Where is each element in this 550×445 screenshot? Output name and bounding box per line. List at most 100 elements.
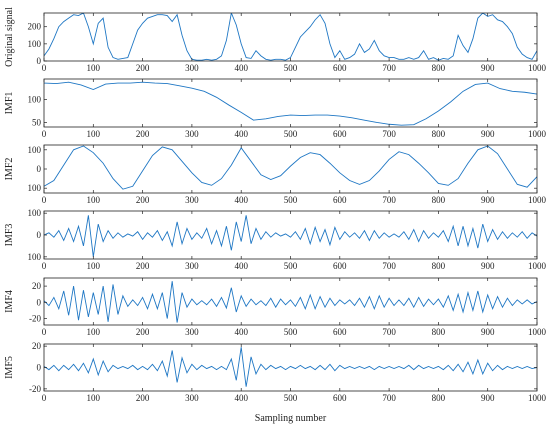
x-tick-label: 400 (234, 129, 248, 139)
x-tick-label: 400 (234, 393, 248, 403)
panel-1: 0 100 200 300 400 500 600 700 800 900 1000 0 100 200 O… (4, 7, 547, 73)
x-tick-label: 800 (432, 63, 446, 73)
series-line-5-1 (44, 281, 537, 322)
x-tick-label: 200 (136, 393, 150, 403)
x-tick-label: 100 (87, 261, 101, 271)
x-tick-label: 0 (42, 129, 47, 139)
panel-3: 0 100 200 300 400 500 600 700 800 900 10001000100I… (4, 145, 547, 205)
series-line-2-1 (44, 82, 537, 125)
x-tick-label: 400 (234, 63, 248, 73)
y-axis-label: IMF2 (4, 158, 15, 181)
x-tick-label: 1000 (528, 195, 547, 205)
x-tick-label: 500 (284, 393, 298, 403)
x-tick-label: 0 (42, 63, 47, 73)
x-tick-label: 500 (284, 195, 298, 205)
x-tick-label: 300 (185, 195, 199, 205)
x-tick-label: 300 (185, 327, 199, 337)
panel-4: 0 100 200 300 400 500 600 700 800 900 10001000100I… (4, 208, 547, 271)
x-tick-label: 200 (136, 129, 150, 139)
x-tick-label: 900 (481, 393, 495, 403)
x-tick-label: 700 (382, 327, 396, 337)
x-tick-label: 600 (333, 195, 347, 205)
y-tick-label: -20 (29, 314, 41, 324)
x-tick-label: 300 (185, 393, 199, 403)
x-tick-label: 1000 (528, 129, 547, 139)
x-tick-label: 100 (87, 129, 101, 139)
x-tick-label: 900 (481, 195, 495, 205)
x-tick-label: 1000 (528, 63, 547, 73)
y-tick-label: 100 (28, 183, 42, 193)
x-tick-label: 700 (382, 129, 396, 139)
x-tick-label: 1000 (528, 327, 547, 337)
axes-frame (44, 13, 537, 61)
x-tick-label: 300 (185, 63, 199, 73)
x-tick-label: 500 (284, 129, 298, 139)
x-tick-label: 100 (87, 327, 101, 337)
y-tick-label: 20 (32, 281, 42, 291)
series-line-6-1 (44, 347, 537, 387)
y-tick-label: 20 (32, 341, 42, 351)
y-tick-label: 100 (28, 145, 42, 155)
panel-6: 0 100 200 300 400 500 600 700 800 900 1000-20020IM… (4, 341, 547, 424)
x-tick-label: 400 (234, 261, 248, 271)
axes-frame (44, 145, 537, 193)
x-tick-label: 500 (284, 327, 298, 337)
y-tick-label: 50 (32, 117, 42, 127)
x-tick-label: 800 (432, 261, 446, 271)
x-tick-label: 100 (87, 63, 101, 73)
y-tick-label: 100 (28, 208, 42, 218)
y-tick-label: 0 (37, 164, 42, 174)
x-tick-label: 600 (333, 261, 347, 271)
x-tick-label: 700 (382, 195, 396, 205)
x-axis-label: Sampling number (255, 413, 327, 424)
series-line-1-1 (44, 13, 537, 60)
x-tick-label: 800 (432, 327, 446, 337)
y-tick-label: 0 (37, 56, 42, 66)
y-tick-label: 100 (28, 39, 42, 49)
axes-frame (44, 211, 537, 259)
axes-frame (44, 79, 537, 127)
axes-frame (44, 278, 537, 325)
x-tick-label: 900 (481, 63, 495, 73)
x-tick-label: 300 (185, 261, 199, 271)
x-tick-label: 0 (42, 261, 47, 271)
x-tick-label: 800 (432, 129, 446, 139)
y-axis-label: IMF4 (4, 290, 15, 313)
x-tick-label: 400 (234, 195, 248, 205)
x-tick-label: 200 (136, 63, 150, 73)
x-tick-label: 0 (42, 195, 47, 205)
series-line-4-1 (44, 215, 537, 256)
x-tick-label: 500 (284, 63, 298, 73)
y-axis-label: Original signal (4, 7, 15, 67)
series-line-3-1 (44, 146, 537, 189)
x-tick-label: 600 (333, 327, 347, 337)
x-tick-label: 600 (333, 129, 347, 139)
x-tick-label: 0 (42, 327, 47, 337)
x-tick-label: 600 (333, 393, 347, 403)
y-axis-label: IMF3 (4, 224, 15, 247)
y-tick-label: 0 (37, 363, 42, 373)
x-tick-label: 700 (382, 63, 396, 73)
x-tick-label: 100 (87, 393, 101, 403)
x-tick-label: 400 (234, 327, 248, 337)
y-tick-label: 200 (28, 22, 42, 32)
x-tick-label: 700 (382, 393, 396, 403)
y-tick-label: 0 (37, 230, 42, 240)
x-tick-label: 500 (284, 261, 298, 271)
x-tick-label: 1000 (528, 261, 547, 271)
panel-5: 0 100 200 300 400 500 600 700 800 900 1000-20020IM… (4, 278, 547, 337)
x-tick-label: 200 (136, 195, 150, 205)
y-tick-label: 100 (28, 95, 42, 105)
x-tick-label: 900 (481, 261, 495, 271)
axes-frame (44, 344, 537, 391)
x-tick-label: 800 (432, 195, 446, 205)
x-tick-label: 800 (432, 393, 446, 403)
x-tick-label: 900 (481, 327, 495, 337)
y-axis-label: IMF1 (4, 92, 15, 115)
x-tick-label: 300 (185, 129, 199, 139)
panel-2: 0 100 200 300 400 500 600 700 800 900 1000 50 100 IMF… (4, 79, 547, 139)
x-tick-label: 700 (382, 261, 396, 271)
y-tick-label: 100 (28, 252, 42, 262)
y-tick-label: 0 (37, 297, 42, 307)
y-axis-label: IMF5 (4, 356, 15, 379)
